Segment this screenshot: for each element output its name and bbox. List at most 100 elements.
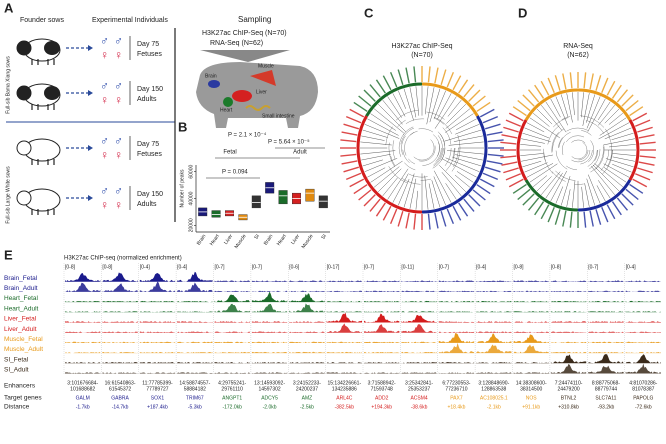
signal-track bbox=[251, 290, 288, 292]
leaf-label bbox=[554, 209, 561, 225]
signal-track bbox=[102, 272, 138, 282]
branch bbox=[446, 150, 484, 155]
signal-track bbox=[550, 363, 587, 374]
branch bbox=[398, 178, 410, 206]
leaf-label bbox=[595, 75, 602, 91]
signal-track bbox=[625, 363, 661, 374]
leaf-label bbox=[341, 131, 358, 136]
enhancer-coord: 71593748 bbox=[371, 386, 393, 392]
branch bbox=[433, 176, 446, 206]
signal-track bbox=[214, 290, 250, 292]
signal-track bbox=[214, 341, 250, 343]
branch bbox=[360, 141, 392, 146]
branch-arc bbox=[563, 135, 593, 165]
x-tick-label: Brain bbox=[263, 233, 275, 246]
signal-track bbox=[177, 311, 213, 313]
leaf-label bbox=[512, 183, 527, 194]
arrow-head bbox=[88, 90, 93, 96]
branch bbox=[446, 104, 466, 124]
leaf-label bbox=[534, 84, 545, 99]
branch bbox=[587, 98, 606, 132]
signal-track bbox=[401, 341, 437, 343]
branch bbox=[425, 86, 429, 115]
signal-track bbox=[289, 293, 325, 303]
signal-track bbox=[139, 362, 176, 364]
leaf-label bbox=[463, 198, 475, 212]
leaf-label bbox=[583, 211, 587, 228]
distance: +194.3kb bbox=[371, 404, 392, 410]
signal-track bbox=[364, 341, 400, 343]
branch bbox=[364, 124, 400, 139]
signal-track bbox=[139, 341, 176, 343]
leaf-label bbox=[639, 141, 656, 145]
signal-track bbox=[588, 331, 624, 333]
tissue-label: Brain bbox=[205, 73, 217, 79]
branch bbox=[403, 173, 415, 208]
leaf-label bbox=[505, 119, 521, 127]
y-tick-label: 60000 bbox=[188, 165, 194, 179]
organ-si bbox=[245, 105, 271, 111]
stage-label: Adults bbox=[137, 201, 157, 208]
branch-arc bbox=[551, 123, 605, 177]
leaf-label bbox=[547, 77, 555, 93]
leaf-label bbox=[638, 161, 655, 166]
enhancer-coord: 4:81070286- bbox=[629, 380, 657, 386]
signal-track bbox=[65, 341, 101, 343]
branch bbox=[370, 113, 396, 131]
leaf-label bbox=[345, 172, 362, 181]
branch bbox=[429, 88, 441, 123]
branch bbox=[439, 165, 466, 192]
sex-symbol: ♂ bbox=[114, 184, 123, 198]
branch bbox=[361, 135, 385, 141]
leaf-label bbox=[363, 89, 376, 102]
enhancer-coord: 14597302 bbox=[258, 386, 280, 392]
branch bbox=[444, 129, 482, 142]
panel-label: E bbox=[4, 247, 13, 262]
leaf-label bbox=[487, 139, 504, 143]
signal-track bbox=[513, 321, 549, 323]
range-label: [0-17] bbox=[327, 264, 340, 270]
target-gene: AC108025.1 bbox=[480, 395, 508, 401]
leaf-label bbox=[632, 178, 648, 188]
leaf-label bbox=[375, 202, 386, 217]
branch bbox=[403, 88, 414, 121]
leaf-label bbox=[606, 204, 616, 220]
target-gene: GALM bbox=[76, 395, 90, 401]
signal-track bbox=[401, 300, 437, 303]
branch bbox=[415, 86, 420, 116]
signal-track bbox=[476, 290, 512, 292]
branch bbox=[597, 101, 611, 121]
leaf-label bbox=[479, 178, 495, 188]
cluster-arc bbox=[476, 115, 488, 181]
enhancer-coord: 11:77785399- bbox=[142, 380, 173, 386]
branch bbox=[529, 163, 558, 183]
arrow-head bbox=[88, 195, 93, 201]
range-label: [0-7] bbox=[588, 264, 599, 270]
signal-track bbox=[476, 311, 512, 313]
signal-track bbox=[401, 290, 437, 292]
branch bbox=[437, 93, 452, 120]
branch bbox=[445, 183, 457, 200]
pig-patch bbox=[44, 86, 60, 100]
leaf-label bbox=[458, 202, 469, 217]
cluster-arc bbox=[628, 119, 640, 181]
branch bbox=[524, 162, 548, 173]
box bbox=[318, 195, 328, 209]
range-label: [0-8] bbox=[65, 264, 76, 270]
signal-track bbox=[401, 372, 437, 374]
signal-track bbox=[139, 311, 176, 313]
signal-track bbox=[65, 301, 101, 303]
branch bbox=[522, 132, 551, 142]
branch bbox=[367, 167, 386, 178]
branch bbox=[424, 175, 429, 210]
signal-track bbox=[588, 341, 624, 343]
cluster-arc bbox=[524, 88, 579, 121]
enhancer-coord: 3:25342841- bbox=[405, 380, 433, 386]
branch bbox=[605, 158, 634, 168]
track-label: Liver_Fetal bbox=[4, 316, 37, 323]
signal-track bbox=[102, 372, 138, 374]
signal-track bbox=[289, 290, 325, 292]
branch-arc bbox=[543, 115, 613, 185]
range-label: [0-4] bbox=[476, 264, 487, 270]
leaf-label bbox=[397, 210, 404, 227]
